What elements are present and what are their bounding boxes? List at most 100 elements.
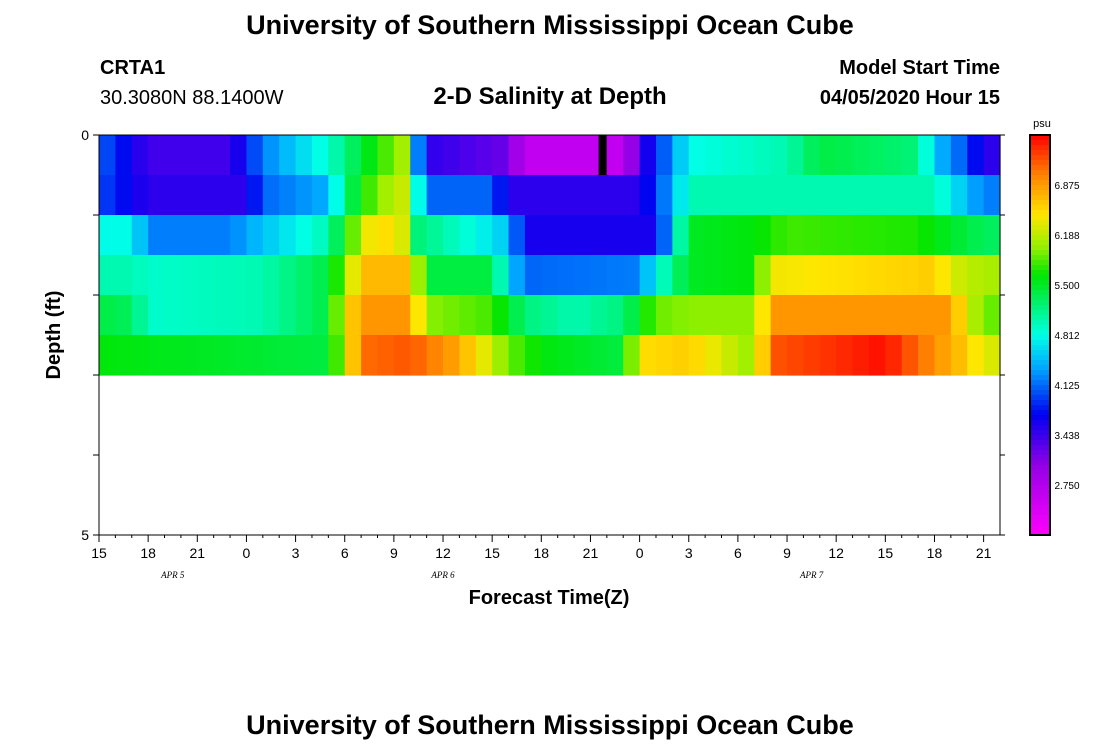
heatmap-cell	[508, 175, 526, 216]
heatmap-cell	[688, 255, 706, 296]
heatmap-cell	[787, 135, 805, 176]
y-tick-label: 5	[81, 527, 89, 543]
heatmap-cell	[950, 255, 968, 296]
heatmap-cell	[770, 255, 788, 296]
colorbar-tick-label: 2.750	[1054, 481, 1079, 492]
colorbar-segment	[1030, 400, 1050, 406]
heatmap-cell	[754, 295, 772, 336]
heatmap-cell	[934, 135, 952, 176]
heatmap-cell	[492, 255, 510, 296]
heatmap-cell	[819, 135, 837, 176]
heatmap-cell	[754, 215, 772, 256]
colorbar-segment	[1030, 505, 1050, 511]
colorbar-segment	[1030, 380, 1050, 386]
x-tick-label: 9	[390, 545, 398, 561]
heatmap-cell	[787, 215, 805, 256]
heatmap-cell	[148, 255, 166, 296]
heatmap-cell	[590, 215, 608, 256]
colorbar-segment	[1030, 280, 1050, 286]
colorbar-segment	[1030, 255, 1050, 261]
heatmap-cell	[885, 255, 903, 296]
colorbar-segment	[1030, 465, 1050, 471]
heatmap-cell	[574, 295, 592, 336]
heatmap-cell	[672, 335, 690, 376]
heatmap-cell	[164, 175, 182, 216]
heatmap-cell	[213, 255, 231, 296]
colorbar-segment	[1030, 225, 1050, 231]
heatmap-cell	[852, 295, 870, 336]
heatmap-cell	[295, 295, 313, 336]
heatmap-cell	[197, 335, 215, 376]
colorbar-segment	[1030, 200, 1050, 206]
heatmap-cell	[492, 335, 510, 376]
heatmap-cell	[950, 175, 968, 216]
heatmap-cell	[213, 295, 231, 336]
colorbar-segment	[1030, 300, 1050, 306]
heatmap-cell	[393, 295, 411, 336]
heatmap-cell	[934, 295, 952, 336]
heatmap-cell	[213, 175, 231, 216]
colorbar-tick-label: 3.438	[1054, 431, 1079, 442]
heatmap-cell	[623, 135, 641, 176]
heatmap-cell	[868, 175, 886, 216]
colorbar-segment	[1030, 275, 1050, 281]
colorbar-segment	[1030, 490, 1050, 496]
heatmap-cell	[574, 215, 592, 256]
colorbar-segment	[1030, 500, 1050, 506]
heatmap-cell	[377, 215, 395, 256]
heatmap-cell	[393, 335, 411, 376]
heatmap-cell	[623, 215, 641, 256]
colorbar-segment	[1030, 355, 1050, 361]
heatmap-cell	[279, 175, 297, 216]
heatmap-cell	[901, 215, 919, 256]
x-tick-label: 3	[292, 545, 300, 561]
heatmap-cell	[655, 175, 673, 216]
heatmap-cell	[819, 335, 837, 376]
heatmap-cell	[852, 335, 870, 376]
heatmap-cell	[180, 215, 198, 256]
heatmap-cell	[754, 335, 772, 376]
heatmap-cell	[459, 295, 477, 336]
heatmap-cell	[688, 215, 706, 256]
heatmap-cell	[983, 175, 1001, 216]
heatmap-cell	[737, 295, 755, 336]
heatmap-cell	[99, 175, 116, 216]
colorbar-segment	[1030, 530, 1050, 536]
heatmap-cell	[737, 255, 755, 296]
heatmap-cell	[410, 135, 428, 176]
colorbar-segment	[1030, 410, 1050, 416]
heatmap-cell	[541, 135, 559, 176]
heatmap-cell	[246, 255, 264, 296]
heatmap-cell	[655, 135, 673, 176]
heatmap-cell	[606, 135, 624, 176]
colorbar-segment	[1030, 210, 1050, 216]
colorbar-segment	[1030, 290, 1050, 296]
heatmap-cell	[672, 255, 690, 296]
heatmap-cell	[918, 335, 936, 376]
heatmap-cell	[328, 215, 346, 256]
heatmap-cell	[688, 335, 706, 376]
colorbar-segment	[1030, 350, 1050, 356]
heatmap-cell	[148, 215, 166, 256]
heatmap-cell	[131, 175, 149, 216]
colorbar-segment	[1030, 230, 1050, 236]
heatmap-cell	[246, 215, 264, 256]
heatmap-cell	[361, 335, 379, 376]
heatmap-cell	[934, 255, 952, 296]
heatmap-cell	[197, 215, 215, 256]
heatmap-cell	[459, 335, 477, 376]
colorbar-tick-label: 5.500	[1054, 281, 1079, 292]
day-label: APR 7	[799, 570, 824, 580]
heatmap-cell	[901, 255, 919, 296]
heatmap-cell	[328, 135, 346, 176]
heatmap-cell	[328, 295, 346, 336]
heatmap-cell	[524, 255, 542, 296]
heatmap-cell	[672, 295, 690, 336]
model-start-label: Model Start Time	[839, 57, 1000, 79]
colorbar-segment	[1030, 270, 1050, 276]
heatmap-cell	[443, 295, 460, 336]
heatmap-cell	[721, 335, 739, 376]
colorbar-segment	[1030, 420, 1050, 426]
heatmap-cell	[508, 255, 526, 296]
heatmap-cell	[246, 295, 264, 336]
